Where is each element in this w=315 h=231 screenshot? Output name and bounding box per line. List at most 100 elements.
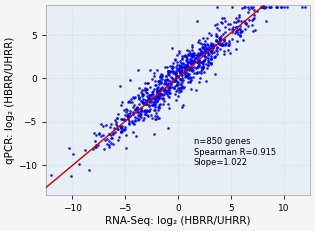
Point — [188, 68, 193, 71]
Point — [258, 5, 263, 9]
Point — [153, 111, 158, 115]
Point — [268, 5, 273, 9]
Point — [137, 112, 142, 116]
Point — [155, 95, 160, 99]
Point — [234, 28, 239, 31]
Point — [160, 97, 165, 101]
Point — [143, 88, 148, 92]
Point — [190, 51, 195, 55]
Point — [189, 48, 194, 52]
Point — [131, 95, 136, 98]
Point — [136, 103, 141, 106]
Point — [237, 15, 242, 19]
Point — [186, 66, 191, 70]
Point — [232, 31, 237, 35]
Point — [169, 66, 175, 70]
Point — [200, 52, 205, 55]
Point — [127, 109, 132, 112]
Point — [206, 58, 211, 62]
Point — [186, 68, 192, 72]
Point — [168, 70, 173, 73]
Point — [184, 54, 189, 58]
Point — [141, 101, 146, 104]
Point — [205, 56, 210, 60]
Point — [168, 64, 173, 67]
Point — [185, 74, 190, 77]
Point — [186, 61, 191, 65]
Point — [172, 70, 177, 74]
Point — [249, 23, 254, 27]
Point — [180, 73, 185, 77]
Point — [155, 97, 160, 101]
Point — [155, 114, 160, 117]
Point — [69, 174, 74, 178]
Point — [185, 80, 190, 84]
Point — [135, 69, 140, 72]
Point — [215, 22, 220, 26]
Point — [87, 168, 92, 172]
Point — [222, 19, 227, 23]
Point — [181, 55, 186, 58]
Point — [104, 123, 109, 127]
Point — [188, 61, 193, 65]
Point — [164, 74, 169, 77]
Point — [167, 106, 172, 110]
Point — [151, 71, 156, 75]
Point — [194, 71, 199, 75]
Point — [157, 92, 162, 96]
Point — [185, 48, 190, 52]
Point — [157, 103, 162, 106]
X-axis label: RNA-Seq: log₂ (HBRR/UHRR): RNA-Seq: log₂ (HBRR/UHRR) — [105, 216, 251, 226]
Point — [189, 52, 194, 56]
Point — [236, 32, 241, 36]
Point — [118, 124, 123, 128]
Point — [150, 92, 155, 96]
Point — [165, 78, 170, 82]
Point — [154, 91, 159, 94]
Point — [157, 93, 162, 97]
Point — [125, 118, 130, 121]
Point — [186, 65, 191, 69]
Point — [146, 103, 151, 107]
Point — [215, 46, 220, 49]
Point — [200, 65, 205, 69]
Point — [236, 18, 241, 22]
Point — [153, 98, 158, 102]
Point — [180, 78, 185, 82]
Point — [114, 127, 119, 131]
Point — [147, 86, 152, 89]
Point — [146, 97, 152, 100]
Point — [212, 54, 217, 58]
Point — [154, 99, 159, 103]
Point — [186, 76, 191, 80]
Point — [175, 83, 180, 86]
Point — [232, 20, 237, 24]
Point — [174, 83, 179, 87]
Point — [167, 91, 172, 95]
Point — [201, 60, 206, 63]
Point — [177, 70, 182, 74]
Point — [221, 40, 226, 43]
Point — [187, 80, 192, 84]
Point — [190, 45, 195, 49]
Point — [224, 41, 229, 45]
Point — [191, 54, 196, 58]
Point — [76, 162, 81, 166]
Point — [184, 58, 189, 61]
Point — [154, 91, 159, 95]
Point — [214, 38, 219, 42]
Point — [218, 48, 223, 51]
Point — [195, 53, 200, 57]
Point — [188, 57, 193, 61]
Point — [167, 85, 172, 89]
Point — [171, 69, 176, 73]
Point — [219, 43, 224, 47]
Point — [184, 63, 189, 67]
Point — [187, 73, 192, 76]
Point — [149, 100, 154, 104]
Point — [173, 58, 178, 62]
Point — [246, 5, 251, 9]
Point — [119, 130, 124, 133]
Point — [212, 72, 217, 76]
Point — [235, 40, 240, 43]
